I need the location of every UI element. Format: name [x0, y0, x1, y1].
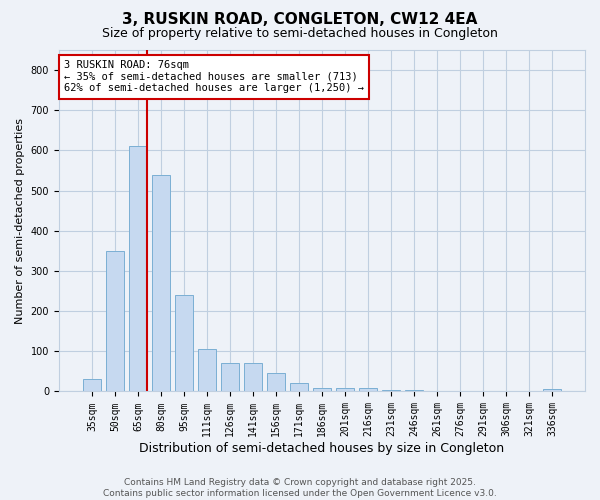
Bar [106, 251, 124, 392]
Bar [520, 390, 538, 392]
Text: Size of property relative to semi-detached houses in Congleton: Size of property relative to semi-detach… [102, 28, 498, 40]
Bar [313, 388, 331, 392]
Text: Contains HM Land Registry data © Crown copyright and database right 2025.
Contai: Contains HM Land Registry data © Crown c… [103, 478, 497, 498]
Bar [404, 390, 423, 392]
Bar [428, 390, 446, 392]
Text: 3, RUSKIN ROAD, CONGLETON, CW12 4EA: 3, RUSKIN ROAD, CONGLETON, CW12 4EA [122, 12, 478, 28]
Bar [382, 390, 400, 392]
Bar [83, 380, 101, 392]
Bar [290, 384, 308, 392]
Bar [175, 295, 193, 392]
Bar [451, 390, 469, 392]
Bar [266, 372, 285, 392]
Bar [359, 388, 377, 392]
Bar [244, 364, 262, 392]
X-axis label: Distribution of semi-detached houses by size in Congleton: Distribution of semi-detached houses by … [139, 442, 505, 455]
Text: 3 RUSKIN ROAD: 76sqm
← 35% of semi-detached houses are smaller (713)
62% of semi: 3 RUSKIN ROAD: 76sqm ← 35% of semi-detac… [64, 60, 364, 94]
Bar [197, 350, 216, 392]
Bar [221, 364, 239, 392]
Bar [128, 146, 147, 392]
Bar [473, 390, 492, 392]
Bar [542, 390, 561, 392]
Bar [335, 388, 354, 392]
Bar [152, 174, 170, 392]
Y-axis label: Number of semi-detached properties: Number of semi-detached properties [15, 118, 25, 324]
Bar [497, 390, 515, 392]
